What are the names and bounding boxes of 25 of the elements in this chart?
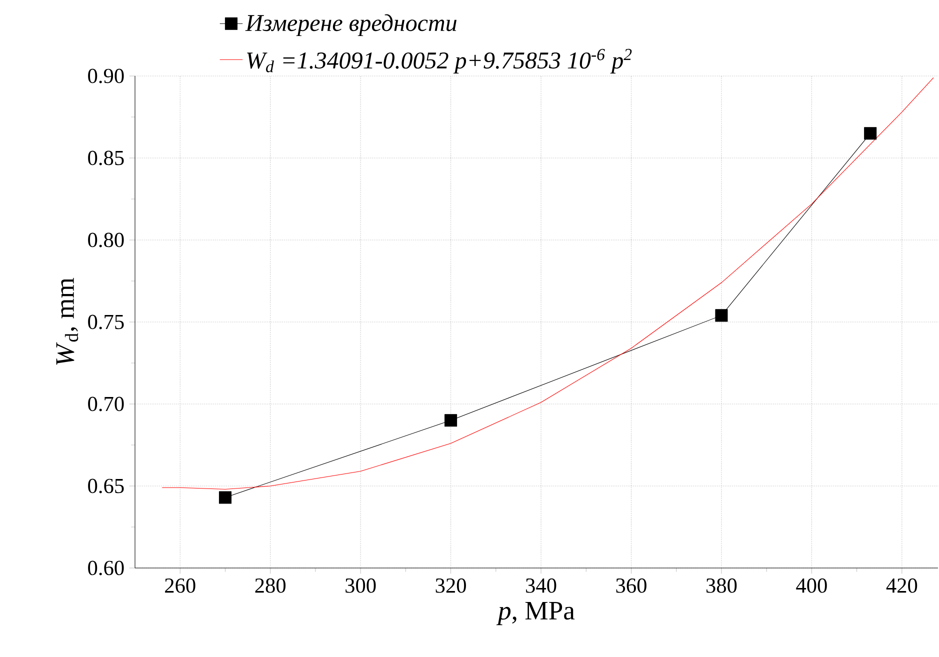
x-tick-label: 280 <box>255 578 286 593</box>
x-tick-label: 420 <box>886 578 918 593</box>
point <box>715 309 728 322</box>
y-tick-label: 0.60 <box>88 560 124 576</box>
y-tick-label: 0.80 <box>88 232 124 248</box>
line-series <box>162 77 934 490</box>
y-axis-title: W$_{d}$, mm <box>56 278 78 365</box>
x-tick-label: 320 <box>436 578 466 593</box>
y-tick-label: 0.70 <box>88 396 124 412</box>
x-tick-label: 300 <box>346 578 376 593</box>
x-tick-label: 380 <box>706 578 737 593</box>
y-tick-label: 0.75 <box>88 314 124 330</box>
y-tick-label: 0.90 <box>88 68 124 84</box>
x-tick-label: 360 <box>616 578 646 593</box>
x-tick-label: 340 <box>526 578 556 593</box>
x-tick-label: 260 <box>165 578 196 593</box>
point <box>218 491 232 504</box>
point <box>864 127 877 140</box>
legend-label: W$_{d}$ =1.34091-0.0052 p+9.75853 10$^{-6}$ p$^{2}$ <box>247 48 632 74</box>
legend-label: Измерене вредности <box>245 14 456 36</box>
x-tick-label: 400 <box>796 578 827 593</box>
y-tick-label: 0.65 <box>88 478 124 494</box>
x-axis-title: p, MPa <box>496 602 575 626</box>
y-tick-label: 0.85 <box>88 150 124 166</box>
point <box>444 414 458 427</box>
